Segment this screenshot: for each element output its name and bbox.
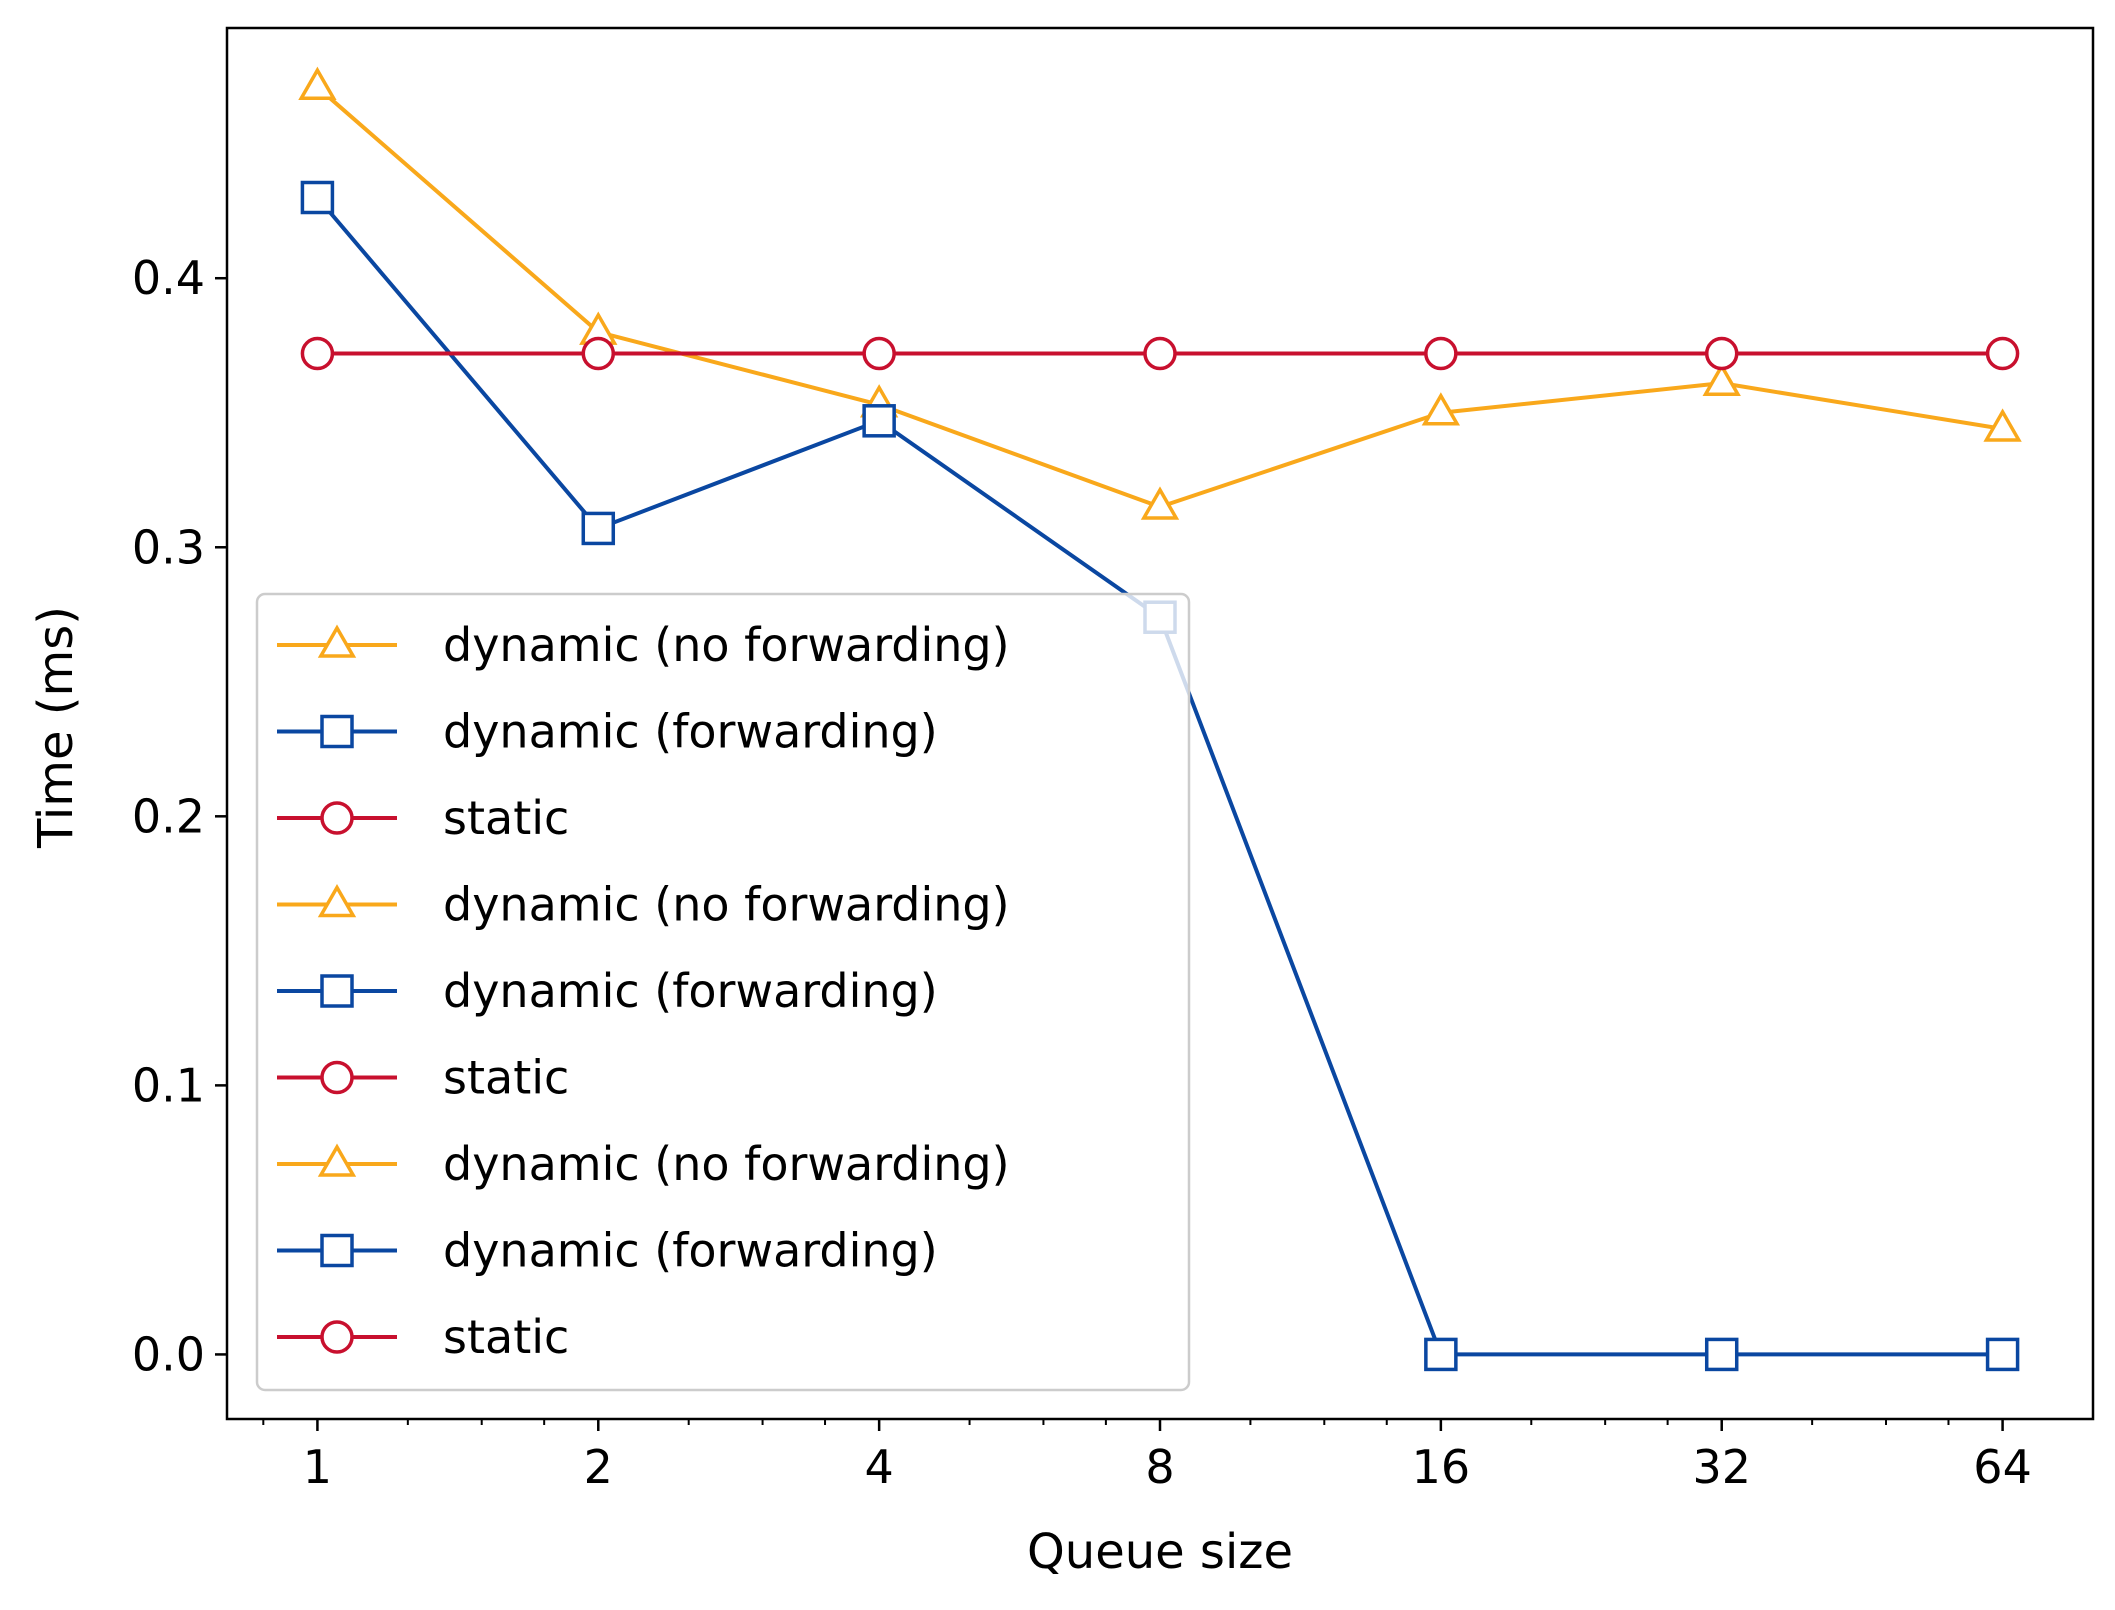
legend-marker	[320, 714, 354, 749]
legend-item: static	[277, 791, 569, 845]
legend-label: static	[443, 1310, 569, 1364]
series-layer	[298, 66, 2022, 1372]
data-point	[1702, 362, 1741, 396]
legend-label: dynamic (forwarding)	[443, 964, 938, 1018]
axes: 0.0 0.1 0.2 0.3 0.4 1 2 4 8 16 32 64	[132, 26, 2095, 1494]
legend-label: dynamic (forwarding)	[443, 705, 938, 759]
x-tick-label: 2	[584, 1440, 613, 1494]
series-2	[300, 336, 2020, 371]
legend-marker	[317, 883, 357, 918]
legend-label: dynamic (forwarding)	[443, 1224, 938, 1278]
legend-label: static	[443, 791, 569, 845]
legend-item: static	[277, 1051, 569, 1105]
data-point	[1424, 336, 1458, 371]
data-point	[1140, 486, 1180, 520]
data-point	[300, 336, 335, 371]
legend-marker	[320, 1320, 354, 1354]
series-0	[298, 66, 2022, 520]
legend-item: dynamic (forwarding)	[277, 705, 938, 759]
data-point	[300, 180, 335, 215]
legend-marker	[320, 1060, 354, 1095]
legend-item: dynamic (forwarding)	[277, 964, 938, 1018]
y-tick-label: 0.1	[132, 1058, 205, 1112]
data-point	[1983, 408, 2022, 442]
series-1	[300, 180, 2020, 1372]
y-tick-label: 0.0	[132, 1327, 205, 1381]
data-point	[581, 336, 616, 371]
data-point	[1421, 392, 1461, 426]
x-axis-label: Queue size	[1027, 1524, 1293, 1580]
y-tick-label: 0.2	[132, 789, 205, 843]
data-point	[298, 66, 337, 100]
legend-label: static	[443, 1051, 569, 1105]
legend-item: dynamic (forwarding)	[277, 1224, 938, 1278]
x-tick-label: 64	[1973, 1440, 2032, 1494]
legend-item: static	[277, 1310, 569, 1364]
legend-box	[255, 592, 1191, 1392]
data-point	[1143, 336, 1177, 371]
legend-label: dynamic (no forwarding)	[443, 878, 1010, 932]
legend: dynamic (no forwarding) dynamic (forwardi…	[255, 592, 1191, 1392]
x-tick-label: 16	[1412, 1440, 1471, 1494]
legend-label: dynamic (no forwarding)	[443, 618, 1010, 672]
legend-marker	[317, 624, 357, 658]
legend-item: dynamic (no forwarding)	[277, 878, 1010, 932]
y-tick-label: 0.4	[132, 251, 205, 305]
x-tick-label: 8	[1145, 1440, 1174, 1494]
data-point	[581, 511, 616, 546]
data-point	[1985, 336, 2020, 371]
legend-marker	[320, 974, 354, 1008]
legend-marker	[320, 801, 354, 835]
y-axis-label: Time (ms)	[28, 606, 84, 849]
data-point	[1985, 1337, 2020, 1372]
data-point	[862, 404, 896, 438]
legend-marker	[317, 1143, 357, 1177]
x-tick-label: 4	[864, 1440, 893, 1494]
data-point	[1704, 336, 1739, 371]
data-point	[862, 336, 896, 371]
x-tick-label: 32	[1692, 1440, 1751, 1494]
legend-marker	[320, 1233, 354, 1268]
x-tick-label: 1	[303, 1440, 332, 1494]
legend-label: dynamic (no forwarding)	[443, 1137, 1010, 1191]
legend-item: dynamic (no forwarding)	[277, 618, 1010, 672]
data-point	[1424, 1337, 1458, 1372]
legend-item: dynamic (no forwarding)	[277, 1137, 1010, 1191]
data-point	[1704, 1337, 1739, 1372]
y-tick-label: 0.3	[132, 520, 205, 574]
